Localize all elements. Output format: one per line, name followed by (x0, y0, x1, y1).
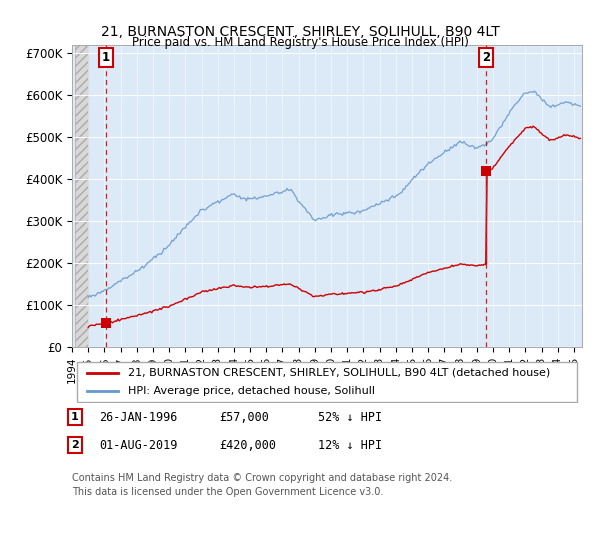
Bar (75, 45, 88, 347)
Text: 26-JAN-1996: 26-JAN-1996 (99, 410, 178, 424)
Text: 52% ↓ HPI: 52% ↓ HPI (318, 410, 382, 424)
Text: 21, BURNASTON CRESCENT, SHIRLEY, SOLIHULL, B90 4LT (detached house): 21, BURNASTON CRESCENT, SHIRLEY, SOLIHUL… (128, 368, 550, 378)
Text: 2: 2 (482, 51, 490, 64)
Text: Contains HM Land Registry data © Crown copyright and database right 2024.
This d: Contains HM Land Registry data © Crown c… (72, 473, 452, 497)
FancyBboxPatch shape (77, 362, 577, 402)
Text: 01-AUG-2019: 01-AUG-2019 (99, 438, 178, 452)
Text: £57,000: £57,000 (219, 410, 269, 424)
Text: 12% ↓ HPI: 12% ↓ HPI (318, 438, 382, 452)
Text: 1: 1 (101, 51, 110, 64)
Text: Price paid vs. HM Land Registry's House Price Index (HPI): Price paid vs. HM Land Registry's House … (131, 36, 469, 49)
Text: 2: 2 (71, 440, 79, 450)
Text: 21, BURNASTON CRESCENT, SHIRLEY, SOLIHULL, B90 4LT: 21, BURNASTON CRESCENT, SHIRLEY, SOLIHUL… (101, 25, 499, 39)
Text: 1: 1 (71, 412, 79, 422)
Text: HPI: Average price, detached house, Solihull: HPI: Average price, detached house, Soli… (128, 386, 375, 396)
Text: £420,000: £420,000 (219, 438, 276, 452)
